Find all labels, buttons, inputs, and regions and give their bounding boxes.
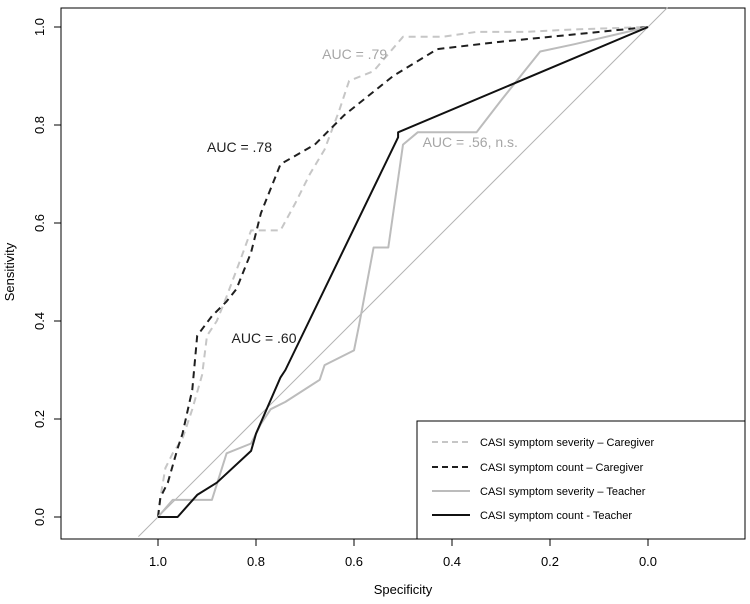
legend-label-count-teacher: CASI symptom count - Teacher xyxy=(480,510,632,522)
y-tick-label: 0.2 xyxy=(32,410,47,428)
x-tick-label: 0.8 xyxy=(247,554,265,569)
auc-annotation-1: AUC = .78 xyxy=(207,139,272,155)
series-line-1 xyxy=(157,26,649,518)
x-tick-label: 0.2 xyxy=(541,554,559,569)
legend-box xyxy=(416,420,746,540)
y-tick-label: 0.0 xyxy=(32,508,47,526)
y-tick-label: 1.0 xyxy=(32,18,47,36)
y-tick-label: 0.8 xyxy=(32,116,47,134)
x-axis-label: Specificity xyxy=(374,582,433,597)
y-axis-label: Sensitivity xyxy=(2,242,17,301)
y-tick-label: 0.4 xyxy=(32,312,47,330)
series-line-2 xyxy=(157,26,649,518)
axes-layer: 1.0 0.8 0.6 0.4 0.2 0.0 0.0 0.2 0.4 0.6 0.8 1.0 xyxy=(32,18,657,569)
annotation-layer: AUC = .79 AUC = .78 AUC = .56, n.s. AUC = .… xyxy=(207,46,518,346)
x-tick-label: 0.0 xyxy=(639,554,657,569)
auc-annotation-0: AUC = .79 xyxy=(322,46,387,62)
y-tick-label: 0.6 xyxy=(32,214,47,232)
x-tick-label: 1.0 xyxy=(149,554,167,569)
x-tick-label: 0.6 xyxy=(345,554,363,569)
x-tick-label: 0.4 xyxy=(443,554,461,569)
auc-annotation-2: AUC = .56, n.s. xyxy=(423,134,518,150)
plot-frame xyxy=(60,7,746,540)
legend-label-count-caregiver: CASI symptom count – Caregiver xyxy=(480,462,644,474)
series-line-3 xyxy=(158,26,649,518)
legend-label-severity-teacher: CASI symptom severity – Teacher xyxy=(480,486,646,498)
series-layer xyxy=(157,26,649,518)
reference-diagonal-line xyxy=(138,7,668,537)
auc-annotation-3: AUC = .60 xyxy=(232,330,297,346)
legend: CASI symptom severity – Caregiver CASI s… xyxy=(416,420,746,540)
reference-diagonal-layer xyxy=(138,7,668,537)
legend-label-severity-caregiver: CASI symptom severity – Caregiver xyxy=(480,437,655,449)
